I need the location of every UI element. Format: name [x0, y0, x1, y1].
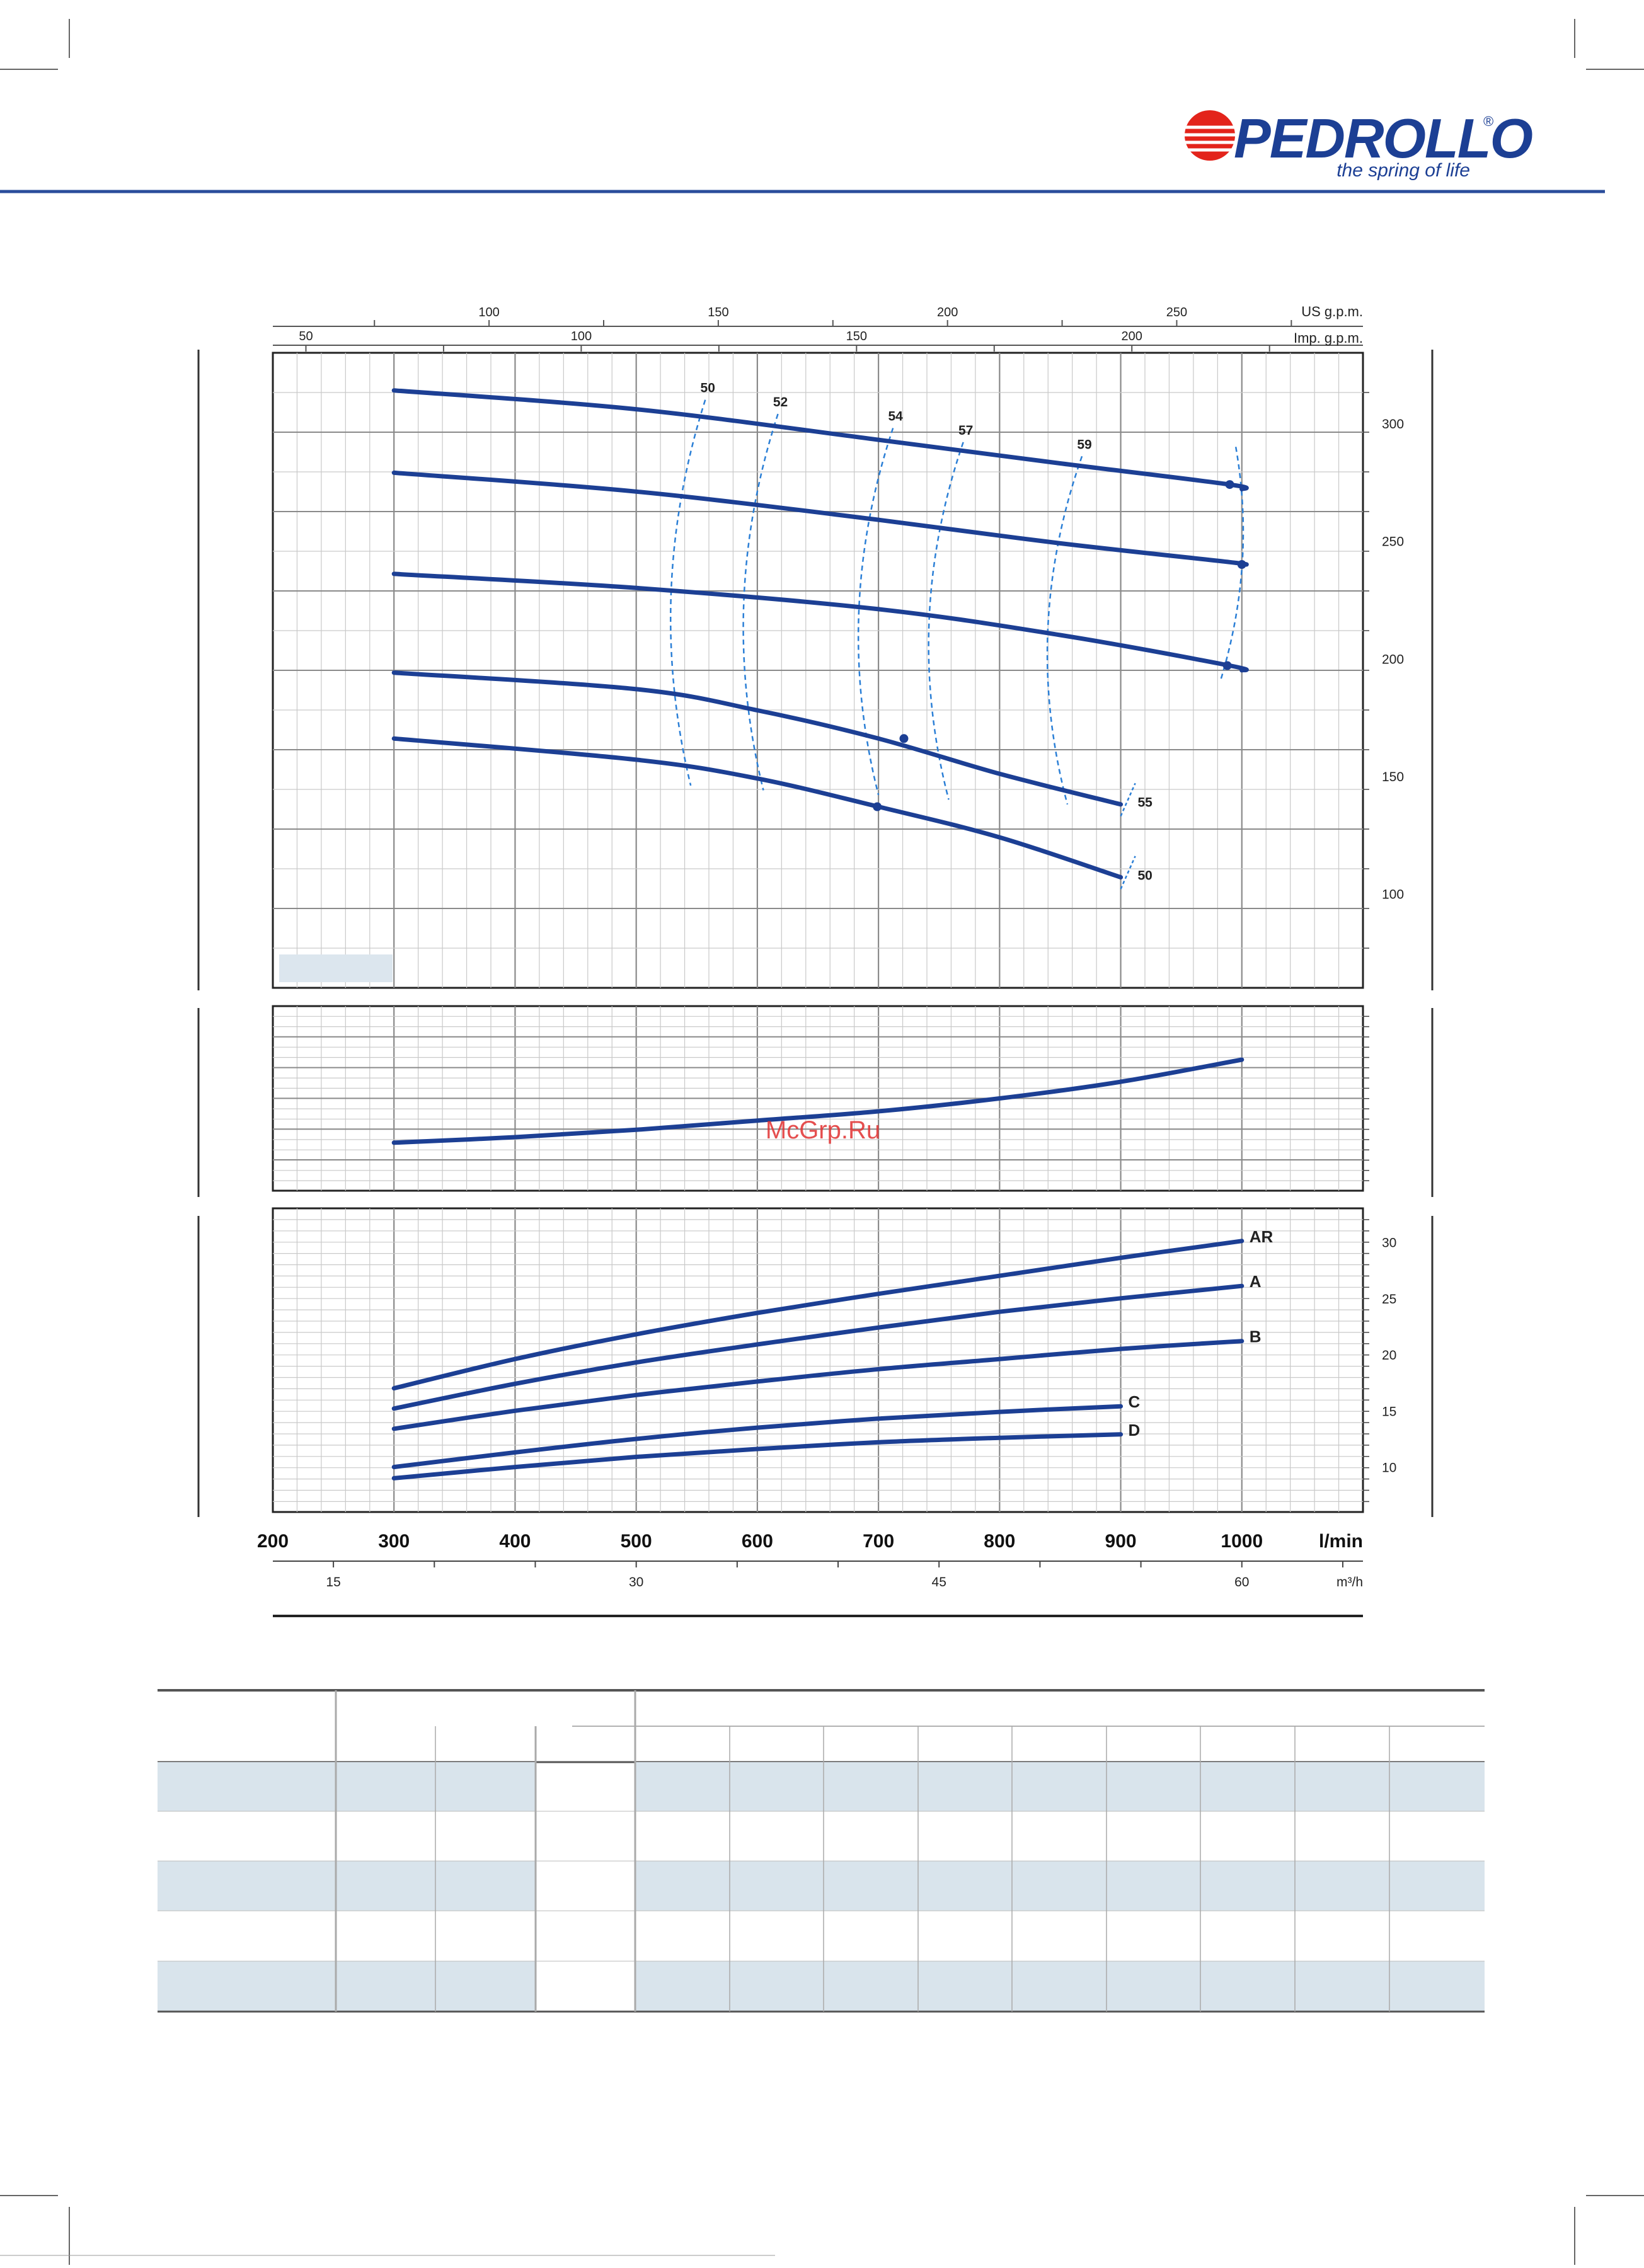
- npsh-y-tick-label: 25: [1382, 1292, 1396, 1307]
- efficiency-label: 50: [701, 381, 715, 396]
- npsh-series-label: B: [1250, 1327, 1262, 1346]
- npsh-curve-ar: [391, 1239, 1244, 1391]
- head-curve-4: [391, 670, 1124, 807]
- head-y-tick-label: 200: [1382, 652, 1404, 667]
- npsh-chart-panel: 10 15 20 25 30 AR A B CD: [272, 1207, 1396, 1513]
- head-y-tick-label: 300: [1382, 417, 1404, 432]
- m3h-tick-label: 60: [1234, 1575, 1249, 1589]
- efficiency-label: 57: [958, 423, 973, 438]
- table-row-band: [635, 1762, 1485, 1811]
- panel-label-box: [279, 954, 393, 982]
- table-row-band: [158, 1961, 536, 2012]
- head-chart-panel: 100 150 200 250 300 50 52 54 57 59 55 50: [272, 352, 1404, 989]
- npsh-curve-a: [391, 1283, 1244, 1411]
- power-curve: [391, 1057, 1244, 1145]
- lmin-tick-label: 800: [984, 1531, 1015, 1552]
- lmin-tick-label: 300: [378, 1531, 410, 1552]
- curve-end-label: 55: [1137, 796, 1153, 810]
- head-curve-5: [391, 736, 1124, 879]
- usgpm-tick-label: 100: [478, 306, 499, 319]
- brand-registered: ®: [1483, 113, 1493, 129]
- npsh-series-label: C: [1129, 1392, 1141, 1411]
- table-row-band: [635, 1861, 1485, 1911]
- table-row-band: [158, 1861, 536, 1911]
- operating-point-marker: [1225, 480, 1234, 490]
- operating-point-marker: [1222, 661, 1232, 670]
- head-curve-1: [391, 388, 1249, 491]
- lmin-tick-label: 200: [257, 1531, 289, 1552]
- efficiency-iso-curve: [857, 428, 894, 796]
- m3h-tick-label: 15: [326, 1575, 340, 1589]
- head-y-tick-label: 150: [1382, 770, 1404, 784]
- npsh-curve-c: [391, 1404, 1124, 1470]
- table-row-band: [158, 1762, 536, 1811]
- lmin-tick-label: 700: [863, 1531, 894, 1552]
- efficiency-label: 59: [1077, 437, 1091, 452]
- operating-point-marker: [899, 734, 909, 743]
- lmin-unit-label: l/min: [1319, 1531, 1363, 1552]
- npsh-series-label: AR: [1250, 1227, 1273, 1246]
- table-row-band: [635, 1961, 1485, 2012]
- curve-end-tick: [1120, 782, 1136, 816]
- impgpm-tick-label: 200: [1122, 329, 1142, 343]
- npsh-y-tick-label: 10: [1382, 1461, 1396, 1475]
- m3h-tick-label: 45: [932, 1575, 946, 1589]
- lmin-tick-label: 900: [1105, 1531, 1137, 1552]
- curve-end-tick: [1120, 856, 1136, 890]
- lmin-tick-label: 600: [742, 1531, 773, 1552]
- head-y-tick-label: 250: [1382, 535, 1404, 549]
- impgpm-tick-label: 150: [846, 329, 867, 343]
- impgpm-tick-label: 50: [299, 329, 313, 343]
- efficiency-label: 52: [773, 395, 788, 410]
- top-flow-scales: 100 150 200 250 US g.p.m. 50 100 150 200 Imp. g.p…: [273, 304, 1363, 352]
- efficiency-iso-curve: [928, 442, 964, 800]
- efficiency-iso-curve: [1046, 455, 1083, 805]
- pedrollo-logo: PEDROLLO ® the spring of life: [1185, 107, 1533, 181]
- efficiency-iso-curve: [742, 413, 779, 791]
- m3h-unit-label: m³/h: [1336, 1575, 1363, 1589]
- npsh-curve-d: [391, 1432, 1124, 1480]
- performance-table: [158, 1689, 1485, 2013]
- panel-frame: [272, 1207, 1364, 1513]
- lmin-tick-label: 1000: [1221, 1531, 1263, 1552]
- npsh-series-label: A: [1250, 1272, 1262, 1291]
- head-curve-3: [391, 571, 1249, 673]
- curve-end-label: 50: [1137, 868, 1152, 883]
- impgpm-unit-label: Imp. g.p.m.: [1294, 330, 1363, 346]
- head-curve-2: [391, 470, 1249, 567]
- bottom-flow-scales: 200 300 400 500 600 700 800 900 1000 l/min 15 30 45 6…: [257, 1531, 1363, 1617]
- brand-name: PEDROLLO: [1234, 107, 1532, 169]
- lmin-tick-label: 500: [621, 1531, 652, 1552]
- lmin-tick-label: 400: [499, 1531, 531, 1552]
- side-bars: [197, 350, 1434, 1517]
- usgpm-unit-label: US g.p.m.: [1301, 304, 1363, 319]
- usgpm-tick-label: 200: [937, 306, 958, 319]
- usgpm-tick-label: 150: [708, 306, 728, 319]
- npsh-series-label: D: [1129, 1421, 1141, 1440]
- npsh-curve-b: [391, 1339, 1244, 1431]
- npsh-y-tick-label: 15: [1382, 1404, 1396, 1419]
- brand-tagline: the spring of life: [1336, 160, 1470, 181]
- usgpm-tick-label: 250: [1166, 306, 1187, 319]
- crop-marks: [0, 19, 1644, 2265]
- efficiency-label: 54: [888, 409, 903, 423]
- m3h-tick-label: 30: [629, 1575, 643, 1589]
- watermark-text: McGrp.Ru: [766, 1116, 880, 1144]
- power-chart-panel: [272, 1005, 1369, 1192]
- impgpm-tick-label: 100: [571, 329, 592, 343]
- operating-point-marker: [873, 802, 882, 811]
- operating-point-marker: [1237, 560, 1246, 569]
- npsh-y-tick-label: 20: [1382, 1348, 1396, 1363]
- head-y-tick-label: 100: [1382, 888, 1404, 902]
- npsh-y-tick-label: 30: [1382, 1236, 1396, 1251]
